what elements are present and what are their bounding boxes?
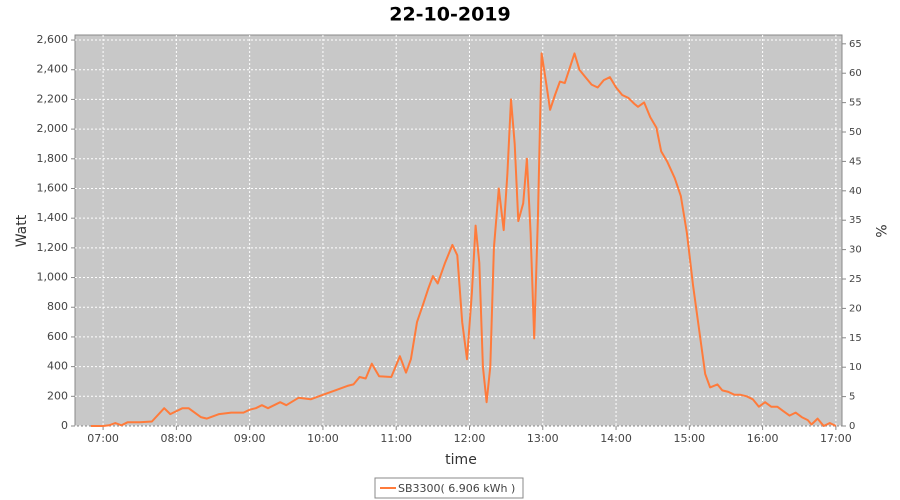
x-tick-label: 13:00 — [527, 432, 559, 445]
legend-label: SB3300( 6.906 kWh ) — [398, 482, 515, 495]
y2-tick-label: 25 — [849, 274, 862, 285]
x-tick-label: 14:00 — [600, 432, 632, 445]
y-tick-label: 1,600 — [37, 181, 69, 194]
series-line — [90, 52, 837, 427]
y2-tick-label: 10 — [849, 362, 862, 373]
y-tick-label: 1,800 — [37, 152, 69, 165]
x-tick-label: 16:00 — [747, 432, 779, 445]
y-tick-label: 1,400 — [37, 211, 69, 224]
x-tick-label: 08:00 — [161, 432, 193, 445]
x-tick-label: 11:00 — [380, 432, 412, 445]
y-tick-label: 600 — [47, 330, 68, 343]
y2-tick-label: 65 — [849, 39, 862, 50]
y2-tick-label: 15 — [849, 333, 862, 344]
plot-area — [74, 34, 843, 427]
y2-tick-label: 30 — [849, 245, 862, 256]
y2-tick-label: 45 — [849, 156, 862, 167]
y-tick-label: 2,200 — [37, 92, 69, 105]
y-tick-label: 800 — [47, 300, 68, 313]
y2-tick-label: 40 — [849, 186, 862, 197]
x-tick-label: 15:00 — [673, 432, 705, 445]
y2-axis-label: % — [872, 224, 888, 237]
x-tick-label: 12:00 — [454, 432, 486, 445]
x-tick-label: 10:00 — [307, 432, 339, 445]
y-tick-label: 0 — [61, 419, 68, 432]
y-tick-label: 2,000 — [37, 122, 69, 135]
y2-tick-label: 35 — [849, 215, 862, 226]
y2-tick-label: 60 — [849, 68, 862, 79]
y-tick-label: 200 — [47, 389, 68, 402]
y2-tick-label: 55 — [849, 98, 862, 109]
y2-tick-label: 50 — [849, 127, 862, 138]
y-tick-label: 2,600 — [37, 33, 69, 46]
y-tick-label: 1,200 — [37, 241, 69, 254]
y-tick-label: 2,400 — [37, 63, 69, 76]
y2-tick-label: 5 — [849, 392, 855, 403]
y-axis-label: Watt — [14, 214, 30, 247]
x-tick-label: 07:00 — [87, 432, 119, 445]
y-tick-label: 400 — [47, 360, 68, 373]
x-tick-label: 09:00 — [234, 432, 266, 445]
x-tick-label: 17:00 — [820, 432, 852, 445]
chart-title: 22-10-2019 — [389, 4, 511, 26]
legend — [374, 477, 524, 499]
x-axis-label: time — [445, 452, 477, 468]
y-tick-label: 1,000 — [37, 271, 69, 284]
y2-tick-label: 0 — [849, 421, 855, 432]
y2-tick-label: 20 — [849, 303, 862, 314]
